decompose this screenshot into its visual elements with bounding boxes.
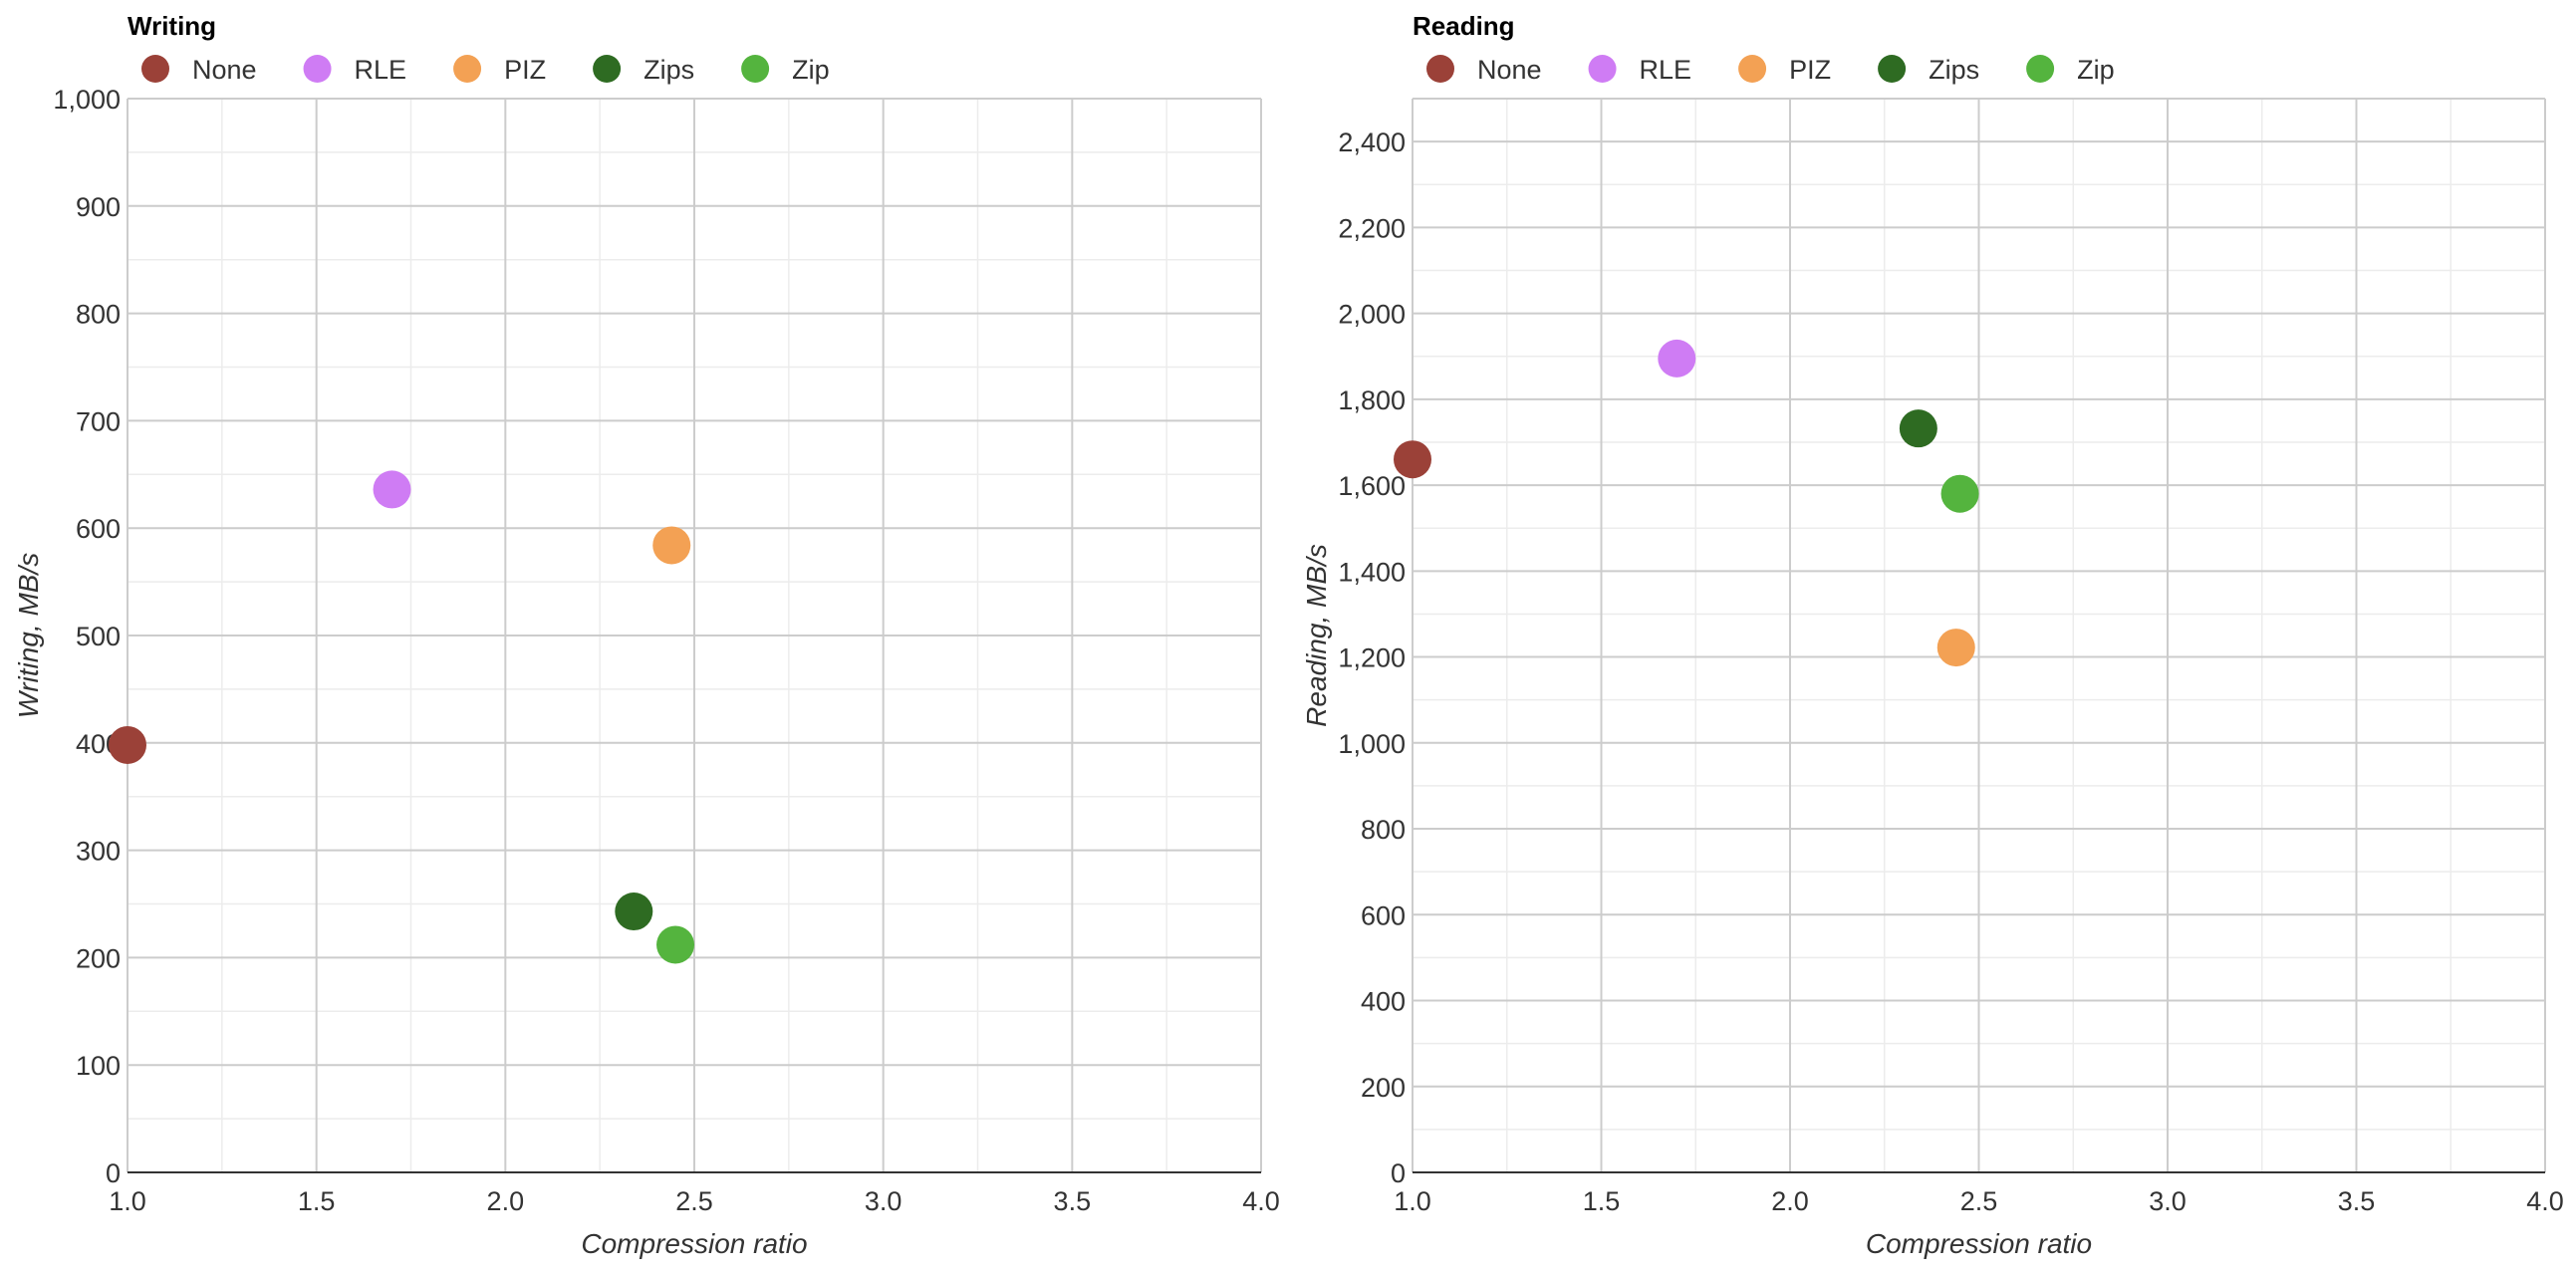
- data-point-rle: [373, 470, 411, 509]
- x-tick-label: 3.0: [2149, 1186, 2187, 1216]
- data-point-none: [1394, 440, 1431, 479]
- x-tick-label: 2.0: [487, 1186, 525, 1216]
- legend-label-zip: Zip: [2077, 55, 2115, 85]
- legend-marker-rle: [1588, 55, 1617, 83]
- data-point-zips: [615, 892, 653, 931]
- legend-label-piz: PIZ: [504, 55, 546, 85]
- chart-title: Reading: [1413, 11, 1515, 41]
- legend-marker-piz: [1738, 55, 1767, 83]
- legend-label-zip: Zip: [792, 55, 830, 85]
- data-point-zip: [656, 925, 695, 964]
- x-tick-label: 4.0: [1242, 1186, 1280, 1216]
- y-tick-label: 700: [76, 406, 121, 436]
- legend-marker-zips: [1878, 55, 1907, 83]
- x-tick-label: 1.0: [1394, 1186, 1431, 1216]
- y-tick-label: 600: [76, 514, 121, 544]
- y-tick-label: 1,400: [1338, 557, 1406, 587]
- x-tick-label: 2.5: [675, 1186, 713, 1216]
- writing-chart: Writing None RLE PIZ Zips Zip 1.0 1.5 2.0 2.5 3.0 3…: [13, 11, 1280, 1259]
- x-tick-label: 1.0: [109, 1186, 146, 1216]
- chart-title: Writing: [128, 11, 216, 41]
- y-tick-label: 200: [1361, 1073, 1406, 1103]
- x-tick-label: 2.5: [1960, 1186, 1998, 1216]
- legend-marker-zip: [741, 55, 770, 83]
- x-tick-label: 2.0: [1771, 1186, 1809, 1216]
- x-tick-label: 3.5: [1054, 1186, 1092, 1216]
- y-axis-label: Writing, MB/s: [13, 553, 44, 718]
- legend-marker-piz: [453, 55, 482, 83]
- data-point-none: [109, 725, 146, 764]
- legend-label-rle: RLE: [1640, 55, 1692, 85]
- y-tick-label: 900: [76, 192, 121, 222]
- x-tick-label: 3.0: [865, 1186, 902, 1216]
- x-tick-label: 3.5: [2338, 1186, 2376, 1216]
- data-point-rle: [1658, 339, 1696, 378]
- legend-label-none: None: [192, 55, 257, 85]
- y-tick-label: 200: [76, 943, 121, 973]
- data-point-piz: [1936, 629, 1975, 667]
- writing-chart-panel: Writing None RLE PIZ Zips Zip 1.0 1.5 2.0 2.5 3.0 3…: [13, 11, 1280, 1259]
- legend-marker-zips: [593, 55, 622, 83]
- legend-label-piz: PIZ: [1789, 55, 1831, 85]
- y-tick-label: 800: [76, 300, 121, 330]
- y-tick-label: 600: [1361, 900, 1406, 930]
- y-tick-label: 2,200: [1338, 213, 1406, 243]
- y-tick-label: 0: [106, 1158, 121, 1188]
- legend-label-rle: RLE: [355, 55, 407, 85]
- legend-marker-rle: [303, 55, 332, 83]
- y-tick-label: 2,000: [1338, 300, 1406, 330]
- x-axis-label: Compression ratio: [581, 1228, 807, 1259]
- legend-marker-none: [141, 55, 169, 83]
- y-tick-label: 1,800: [1338, 385, 1406, 415]
- x-tick-label: 1.5: [1583, 1186, 1621, 1216]
- y-tick-label: 0: [1391, 1158, 1406, 1188]
- legend-marker-zip: [2026, 55, 2055, 83]
- y-tick-label: 100: [76, 1051, 121, 1081]
- y-tick-label: 300: [76, 837, 121, 867]
- legend-marker-none: [1426, 55, 1454, 83]
- data-point-zip: [1940, 474, 1979, 513]
- data-point-piz: [652, 526, 691, 565]
- x-axis-label: Compression ratio: [1866, 1228, 2092, 1259]
- y-tick-label: 800: [1361, 815, 1406, 845]
- legend-label-zips: Zips: [644, 55, 694, 85]
- y-tick-label: 500: [76, 622, 121, 651]
- legend-label-none: None: [1477, 55, 1542, 85]
- legend-label-zips: Zips: [1929, 55, 1979, 85]
- y-tick-label: 1,000: [1338, 729, 1406, 759]
- y-axis-label: Reading, MB/s: [1301, 544, 1332, 727]
- y-tick-label: 1,000: [53, 85, 121, 115]
- x-tick-label: 1.5: [298, 1186, 336, 1216]
- y-tick-label: 2,400: [1338, 127, 1406, 157]
- reading-chart-panel: Reading None RLE PIZ Zips Zip 1.0 1.5 2.0 2.5 3.0 3…: [1288, 0, 2576, 1273]
- y-tick-label: 1,200: [1338, 643, 1406, 673]
- reading-chart: Reading None RLE PIZ Zips Zip 1.0 1.5 2.0 2.5 3.0 3…: [1301, 11, 2564, 1259]
- data-point-zips: [1899, 409, 1937, 448]
- x-tick-label: 4.0: [2526, 1186, 2564, 1216]
- y-tick-label: 1,600: [1338, 471, 1406, 501]
- y-tick-label: 400: [1361, 987, 1406, 1017]
